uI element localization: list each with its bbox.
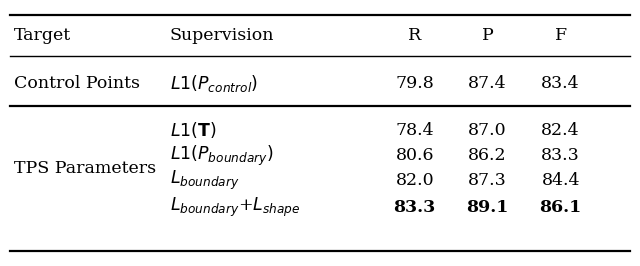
Text: Target: Target: [14, 27, 71, 44]
Text: 84.4: 84.4: [541, 172, 580, 189]
Text: 89.1: 89.1: [467, 199, 509, 216]
Text: 80.6: 80.6: [396, 147, 434, 164]
Text: 78.4: 78.4: [396, 122, 434, 139]
Text: 86.2: 86.2: [468, 147, 507, 164]
Text: 79.8: 79.8: [396, 75, 434, 92]
Text: 83.3: 83.3: [541, 147, 580, 164]
Text: 83.3: 83.3: [394, 199, 436, 216]
Text: 82.4: 82.4: [541, 122, 580, 139]
Text: 82.0: 82.0: [396, 172, 434, 189]
Text: 86.1: 86.1: [540, 199, 582, 216]
Text: $L1(P_{control})$: $L1(P_{control})$: [170, 73, 258, 94]
Text: $L_{boundary}$+$L_{shape}$: $L_{boundary}$+$L_{shape}$: [170, 196, 300, 219]
Text: F: F: [555, 27, 566, 44]
Text: 87.0: 87.0: [468, 122, 507, 139]
Text: 87.3: 87.3: [468, 172, 507, 189]
Text: Control Points: Control Points: [14, 75, 140, 92]
Text: R: R: [408, 27, 421, 44]
Text: 83.4: 83.4: [541, 75, 580, 92]
Text: 87.4: 87.4: [468, 75, 507, 92]
Text: $L_{boundary}$: $L_{boundary}$: [170, 169, 239, 193]
Text: Supervision: Supervision: [170, 27, 274, 44]
Text: TPS Parameters: TPS Parameters: [14, 160, 156, 177]
Text: P: P: [482, 27, 493, 44]
Text: $L1(\mathbf{T})$: $L1(\mathbf{T})$: [170, 120, 216, 140]
Text: $L1(P_{boundary})$: $L1(P_{boundary})$: [170, 144, 273, 168]
